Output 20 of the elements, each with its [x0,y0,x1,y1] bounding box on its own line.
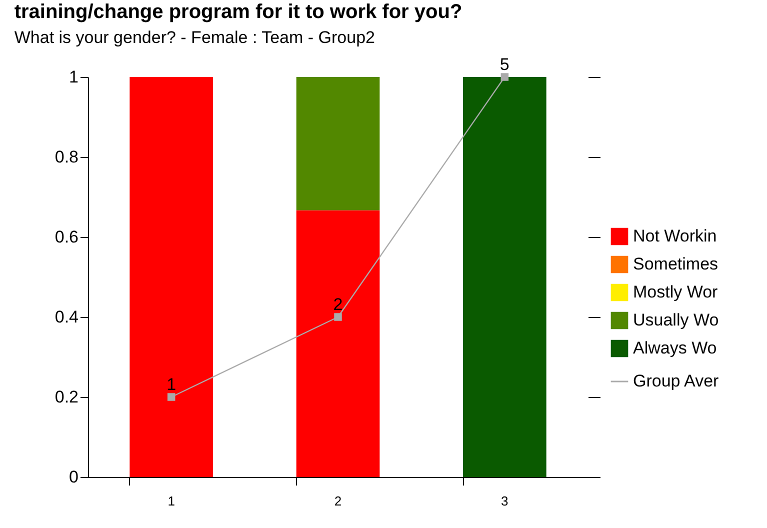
y-tick-label: 0.4 [54,308,78,326]
legend-label: Usually Wo [633,310,719,330]
y-tick-label: 0.6 [54,228,78,246]
legend-label: Sometimes [633,254,718,274]
chart-subtitle: What is your gender? - Female : Team - Group2 [14,28,375,47]
chart-title: training/change program for it to work for you? [14,1,462,23]
x-tick-label: 2 [334,494,342,508]
y-tick-label: 0.2 [54,388,78,406]
data-label: 1 [166,375,176,394]
legend-label: Not Workin [633,226,717,246]
legend-label: Always Wo [633,338,717,358]
legend-label: Group Aver [633,372,720,390]
y-tick-label: 1 [69,68,78,86]
x-tick-label: 3 [501,494,508,508]
x-tick-label: 1 [168,494,175,508]
legend-label: Mostly Wor [633,282,718,302]
data-label: 5 [500,55,510,74]
y-tick-label: 0.8 [54,148,78,166]
y-tick-label: 0 [69,468,78,486]
data-label: 2 [333,295,343,314]
